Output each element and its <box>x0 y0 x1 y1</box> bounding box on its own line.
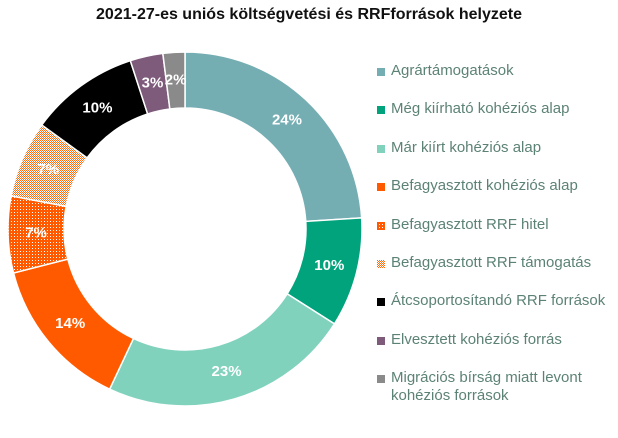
legend-item: Befagyasztott RRF hitel <box>377 216 617 254</box>
legend-swatch <box>377 336 385 345</box>
legend-item: Már kiírt kohéziós alap <box>377 139 617 177</box>
legend-label: Már kiírt kohéziós alap <box>391 138 542 156</box>
slice-label-2: 23% <box>212 363 242 380</box>
legend: Agrártámogatások Még kiírható kohéziós al… <box>377 62 617 408</box>
legend-item: Agrártámogatások <box>377 62 617 100</box>
slice-label-6: 10% <box>82 99 112 116</box>
slice-label-7: 3% <box>142 75 164 92</box>
legend-swatch <box>377 106 385 115</box>
legend-item: Befagyasztott kohéziós alap <box>377 177 617 215</box>
slice-8 <box>161 51 186 110</box>
legend-swatch <box>377 68 385 76</box>
legend-label: Elvesztett kohéziós forrás <box>391 330 562 348</box>
legend-label: Befagyasztott RRF hitel <box>391 215 549 233</box>
slice-label-5: 7% <box>37 161 59 178</box>
slice-label-4: 7% <box>25 225 47 242</box>
legend-label: Átcsoportosítandó RRF források <box>391 292 606 310</box>
slice-2 <box>108 292 336 407</box>
legend-label: Befagyasztott RRF támogatás <box>391 253 592 271</box>
donut-chart: 24% 10% 23% 14% 7% 7% 10% 3% 2% <box>7 51 363 407</box>
legend-label: Még kiírható kohéziós alap <box>391 100 570 118</box>
legend-item: Átcsoportosítandó RRF források <box>377 292 617 330</box>
slice-label-1: 10% <box>314 257 344 274</box>
legend-label: Befagyasztott kohéziós alap <box>391 177 578 195</box>
legend-item: Még kiírható kohéziós alap <box>377 100 617 138</box>
chart-title: 2021-27-es uniós költségvetési és RRFfor… <box>96 6 522 23</box>
legend-item: Elvesztett kohéziós forrás <box>377 331 617 369</box>
slice-label-0: 24% <box>272 111 302 128</box>
legend-item: Befagyasztott RRF támogatás <box>377 254 617 292</box>
legend-label: Migrációs bírság miatt levont kohéziós f… <box>391 369 582 405</box>
slice-0 <box>184 51 363 223</box>
slice-label-8: 2% <box>165 71 187 88</box>
slice-label-3: 14% <box>55 315 85 332</box>
legend-label: Agrártámogatások <box>391 62 514 79</box>
legend-item: Migrációs bírság miatt levont kohéziós f… <box>377 369 617 407</box>
legend-swatch <box>377 259 385 268</box>
legend-swatch <box>377 298 385 307</box>
legend-swatch <box>377 144 385 153</box>
legend-swatch <box>377 183 385 192</box>
legend-swatch <box>377 375 385 384</box>
legend-swatch <box>377 221 385 230</box>
